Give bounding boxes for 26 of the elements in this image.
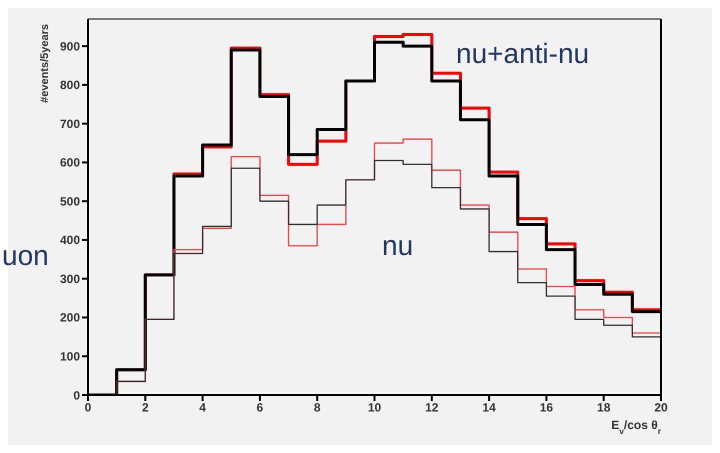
x-tick-label: 4 [199,400,206,415]
y-tick-label: 500 [60,194,80,208]
y-tick-label: 400 [60,233,80,248]
text: uon [2,240,49,272]
x-tick-label: 18 [597,400,611,415]
x-tick-label: 2 [142,400,149,415]
y-tick-label: 800 [60,78,80,92]
x-tick-label: 8 [314,400,321,415]
y-tick-label: 900 [60,39,80,54]
annotation: nu+anti-nu [456,38,590,70]
y-tick-label: 200 [60,310,80,325]
x-tick-label: 0 [84,400,92,415]
y-tick-label: 100 [60,349,80,364]
x-tick-label: 12 [425,400,439,415]
y-tick-label: 700 [60,116,80,131]
x-tick-label: 20 [654,400,668,415]
annotation: nu [382,230,414,262]
x-tick-label: 16 [540,400,554,415]
y-axis-title: #events/5years [39,24,51,103]
y-tick-label: 300 [60,272,80,286]
x-tick-label: 6 [256,400,264,415]
y-tick-label: 0 [73,388,80,402]
x-tick-label: 14 [482,400,496,415]
x-tick-label: 10 [368,400,382,415]
x-axis-title: E$_{ν}$/cos θ$_{r}$ [611,418,662,436]
y-tick-label: 600 [60,156,80,170]
